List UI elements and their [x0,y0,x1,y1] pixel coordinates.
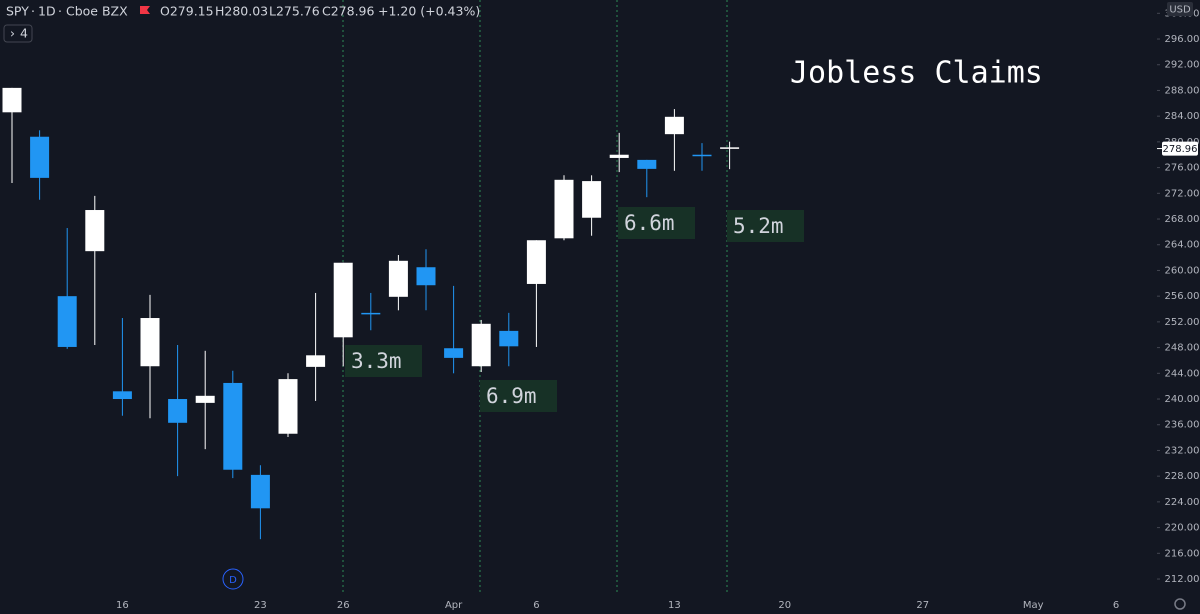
candle-body [526,240,546,284]
ohlc-close: C278.96 [322,4,375,19]
candle-body [112,391,132,400]
annotation-label: 3.3m [351,349,402,373]
candle-body [554,179,574,239]
y-tick-label: 216.00 [1165,548,1200,559]
candle-body [499,330,519,347]
candle-body [57,296,77,347]
annotation-label: 6.6m [624,211,675,235]
y-tick-label: 260.00 [1165,265,1200,276]
x-tick-label: May [1023,600,1044,611]
flag-icon [140,6,150,14]
x-tick-label: 13 [668,600,681,611]
candle-body [444,348,464,358]
settings-icon[interactable] [1174,598,1186,610]
candle-body [2,87,22,113]
candle-body [306,355,326,367]
currency: USD [1169,5,1191,16]
x-tick-label: 6 [533,600,539,611]
last-price-box [1162,141,1198,156]
y-tick-label: 220.00 [1165,523,1200,534]
annotation-label: 6.9m [486,384,537,408]
candle-body [692,154,712,157]
x-tick-label: 26 [337,600,350,611]
candle-body [30,136,50,178]
y-tick-label: 276.00 [1165,163,1200,174]
y-tick-label: 212.00 [1165,574,1200,585]
dividend-marker[interactable] [222,568,244,590]
x-tick-label: 16 [116,600,129,611]
y-tick-label: 232.00 [1165,445,1200,456]
currency-box [1167,2,1193,16]
indicators-toggle[interactable] [3,24,33,43]
separator: · [58,4,62,19]
x-tick-label: 27 [916,600,929,611]
candle-body [664,116,684,135]
y-tick-label: 292.00 [1165,60,1200,71]
y-tick-label: 284.00 [1165,111,1200,122]
candle-body [637,159,657,169]
indicators-count: 4 [20,26,28,41]
candle-body [361,312,381,315]
last-price-label: 278.96 [1163,144,1198,155]
candle-body [471,323,491,367]
candle-body [223,382,243,470]
y-tick-label: 264.00 [1165,240,1200,251]
symbol: SPY [6,4,29,19]
exchange: Cboe BZX [66,4,128,19]
y-tick-label: 228.00 [1165,471,1200,482]
y-tick-label: 296.00 [1165,34,1200,45]
candle-body [582,181,602,218]
candle-body [168,399,188,423]
x-tick-label: 20 [778,600,791,611]
y-tick-label: 256.00 [1165,291,1200,302]
settings-gear[interactable] [1174,598,1186,610]
candle-body [140,318,160,367]
x-tick-label: 23 [254,600,267,611]
y-tick-label: 248.00 [1165,343,1200,354]
x-tick-label: Apr [445,600,463,611]
ohlc-low: L275.76 [269,4,320,19]
y-tick-label: 288.00 [1165,85,1200,96]
y-tick-label: 236.00 [1165,420,1200,431]
y-tick-label: 244.00 [1165,368,1200,379]
annotation-label: 5.2m [733,214,784,238]
header: SPY 1D Cboe BZX · · O279.15 H280.03 L275… [3,4,480,43]
candle-body [195,395,215,403]
y-tick-label: 224.00 [1165,497,1200,508]
annotation-box [345,345,422,377]
annotation-box [727,210,804,242]
candle-body [388,260,408,297]
chart-title: Jobless Claims [790,56,1043,91]
y-tick-label: 268.00 [1165,214,1200,225]
candle-body [333,262,353,338]
candle-body [85,210,105,252]
y-tick-label: 240.00 [1165,394,1200,405]
interval: 1D [38,4,56,19]
separator: · [31,4,35,19]
ohlc-high: H280.03 [215,4,268,19]
candle-body [609,154,629,158]
candle-body [720,147,740,149]
annotation-box [480,380,557,412]
chevron: › [10,26,15,41]
ohlc-change: +1.20 (+0.43%) [378,4,480,19]
candle-body [250,474,270,509]
ohlc-open: O279.15 [160,4,214,19]
plot: 3.3m 6.9m 6.6m 5.2m [2,87,804,540]
annotation-box [618,207,695,239]
candle-body [278,379,298,434]
dividend-label: D [229,575,237,586]
y-tick-label: 252.00 [1165,317,1200,328]
candle-body [416,267,436,286]
x-tick-label: 6 [1113,600,1119,611]
y-tick-label: 272.00 [1165,188,1200,199]
